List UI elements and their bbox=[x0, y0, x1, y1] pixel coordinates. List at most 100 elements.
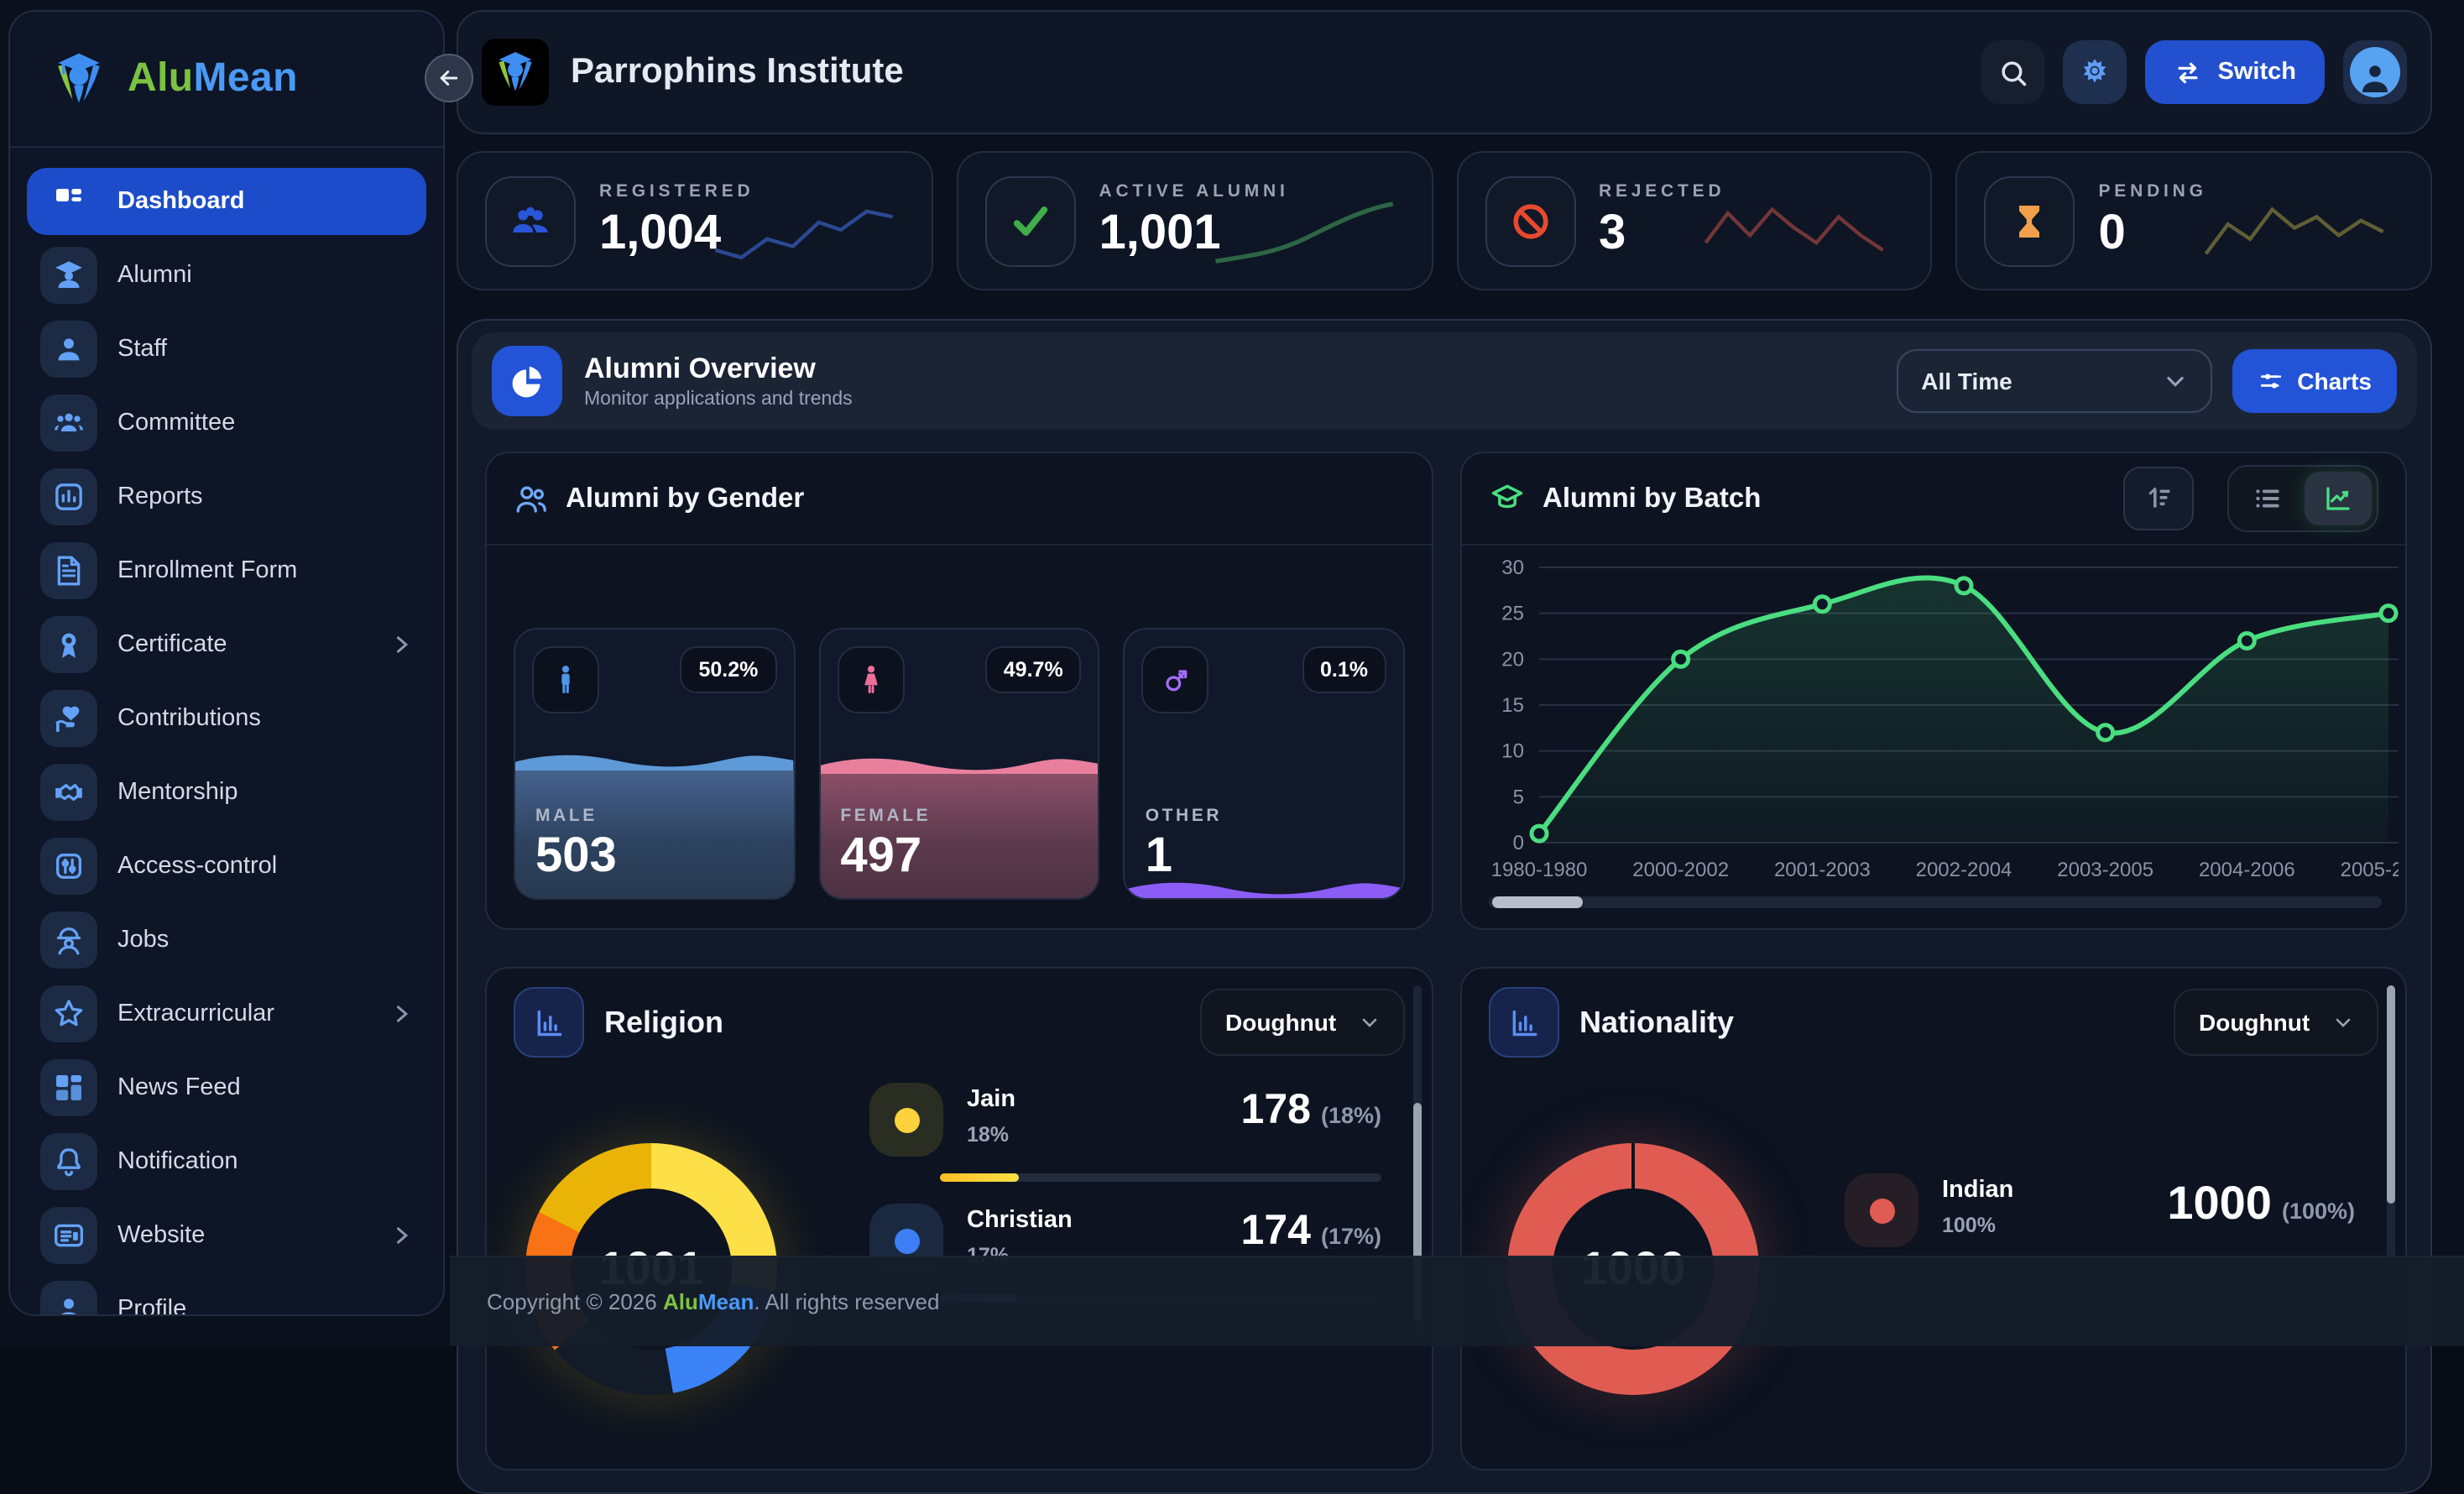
bar-chart-icon bbox=[514, 987, 584, 1058]
enrollment-form-icon bbox=[40, 542, 97, 599]
stat-label: ACTIVE ALUMNI bbox=[1099, 180, 1289, 201]
institute-logo-icon bbox=[499, 52, 532, 91]
sort-button[interactable] bbox=[2123, 467, 2194, 530]
sidebar-item-reports[interactable]: Reports bbox=[27, 463, 426, 530]
sidebar-item-label: Alumni bbox=[117, 262, 192, 289]
gender-value: 1 bbox=[1145, 829, 1172, 883]
sidebar-item-news-feed[interactable]: News Feed bbox=[27, 1054, 426, 1121]
switch-button[interactable]: Switch bbox=[2145, 40, 2325, 104]
religion-legend-scrollbar-thumb[interactable] bbox=[1413, 1103, 1422, 1321]
sidebar-item-committee[interactable]: Committee bbox=[27, 389, 426, 457]
theme-settings-button[interactable] bbox=[2063, 40, 2127, 104]
legend-name: Christian bbox=[967, 1207, 1073, 1234]
batch-chart-scrollbar bbox=[1489, 896, 2382, 908]
stat-card-active-alumni[interactable]: ACTIVE ALUMNI 1,001 bbox=[956, 151, 1433, 290]
nationality-chart-type-value: Doughnut bbox=[2199, 1009, 2310, 1036]
sidebar-item-extracurricular[interactable]: Extracurricular bbox=[27, 980, 426, 1047]
charts-button[interactable]: Charts bbox=[2232, 349, 2397, 413]
check-icon bbox=[984, 175, 1076, 266]
gender-card-other[interactable]: 0.1% OTHER 1 bbox=[1123, 628, 1406, 900]
bar-chart-icon bbox=[1489, 987, 1559, 1058]
legend-value-percent: (17%) bbox=[1320, 1224, 1381, 1249]
chevron-right-icon bbox=[396, 636, 409, 653]
stat-value: 0 bbox=[2098, 206, 2126, 259]
gender-card-female[interactable]: 49.7% FEMALE 497 bbox=[818, 628, 1100, 900]
sidebar-item-certificate[interactable]: Certificate bbox=[27, 611, 426, 678]
chart-view-button[interactable] bbox=[2305, 472, 2372, 525]
sidebar-item-label: News Feed bbox=[117, 1074, 241, 1101]
app-name: AluMean bbox=[128, 55, 298, 101]
sidebar-item-label: Jobs bbox=[117, 927, 170, 953]
nationality-legend-scrollbar-thumb[interactable] bbox=[2387, 985, 2395, 1204]
sidebar-item-jobs[interactable]: Jobs bbox=[27, 906, 426, 974]
pending-sparkline bbox=[2204, 206, 2384, 255]
legend-value-percent: (100%) bbox=[2281, 1199, 2355, 1224]
certificate-icon bbox=[40, 616, 97, 673]
batch-panel-title: Alumni by Batch bbox=[1543, 483, 1762, 513]
contributions-icon bbox=[40, 690, 97, 747]
user-avatar-button[interactable] bbox=[2343, 40, 2407, 104]
sidebar-item-label: Website bbox=[117, 1222, 206, 1249]
legend-percent: 100% bbox=[1942, 1214, 1996, 1237]
alumni-overview-section: Alumni Overview Monitor applications and… bbox=[457, 319, 2432, 1494]
stat-label: REGISTERED bbox=[599, 180, 754, 201]
other-fill bbox=[1125, 878, 1404, 898]
stat-card-rejected[interactable]: REJECTED 3 bbox=[1456, 151, 1933, 290]
sort-icon bbox=[2148, 487, 2170, 508]
sidebar-item-profile[interactable]: Profile bbox=[27, 1276, 426, 1314]
batch-panel: Alumni by Batch bbox=[1460, 452, 2407, 930]
religion-legend: Jain 18% 178(18%) Christian 17% 174(17%) bbox=[869, 1079, 1402, 1311]
stat-card-pending[interactable]: PENDING 0 bbox=[1955, 151, 2432, 290]
sidebar-item-access-control[interactable]: Access-control bbox=[27, 833, 426, 900]
religion-legend-scrollbar bbox=[1413, 985, 1422, 1338]
committee-icon bbox=[40, 394, 97, 452]
svg-text:2002-2004: 2002-2004 bbox=[1916, 859, 2012, 881]
sidebar-item-staff[interactable]: Staff bbox=[27, 316, 426, 383]
nationality-legend-scrollbar bbox=[2387, 985, 2395, 1338]
stat-card-registered[interactable]: REGISTERED 1,004 bbox=[457, 151, 933, 290]
sidebar-item-label: Enrollment Form bbox=[117, 557, 298, 584]
list-view-button[interactable] bbox=[2234, 472, 2301, 525]
religion-chart-type-select[interactable]: Doughnut bbox=[1200, 989, 1405, 1056]
time-filter-select[interactable]: All Time bbox=[1896, 349, 2212, 413]
sidebar-item-website[interactable]: Website bbox=[27, 1202, 426, 1269]
prohibition-icon bbox=[1485, 175, 1575, 266]
legend-name: Indian bbox=[1942, 1177, 2014, 1204]
nationality-panel-title: Nationality bbox=[1579, 1005, 1735, 1038]
nationality-chart-type-select[interactable]: Doughnut bbox=[2174, 989, 2378, 1056]
legend-row-indian[interactable]: Indian 100% 1000 (100%) bbox=[1845, 1170, 2375, 1281]
sidebar-item-contributions[interactable]: Contributions bbox=[27, 685, 426, 752]
batch-chart-scrollbar-thumb[interactable] bbox=[1492, 896, 1583, 908]
sidebar-item-label: Reports bbox=[117, 483, 203, 510]
sidebar-item-notification[interactable]: Notification bbox=[27, 1128, 426, 1195]
profile-icon bbox=[40, 1281, 97, 1314]
svg-text:30: 30 bbox=[1501, 556, 1524, 579]
batch-line-chart: 0 5 10 15 20 25 30 1980-1980 2000-2002 2001-2003 2… bbox=[1491, 556, 2399, 881]
star-icon bbox=[40, 985, 97, 1042]
female-fill bbox=[820, 754, 1099, 898]
gender-card-male[interactable]: 50.2% MALE 503 bbox=[514, 628, 796, 900]
sidebar-item-dashboard[interactable]: Dashboard bbox=[27, 168, 426, 235]
sidebar-item-mentorship[interactable]: Mentorship bbox=[27, 759, 426, 826]
legend-row-jain[interactable]: Jain 18% 178 (18%) bbox=[869, 1079, 1402, 1190]
sidebar-item-label: Dashboard bbox=[117, 188, 245, 215]
svg-text:0: 0 bbox=[1513, 832, 1524, 854]
jain-progress-fill bbox=[940, 1173, 1020, 1182]
legend-value: 174 bbox=[1240, 1207, 1311, 1254]
top-header: Parrophins Institute Switch bbox=[457, 10, 2432, 134]
stat-value: 1,001 bbox=[1099, 206, 1221, 259]
time-filter-value: All Time bbox=[1921, 368, 2012, 394]
batch-chart-area: 0 5 10 15 20 25 30 1980-1980 2000-2002 2001-2003 2… bbox=[1472, 551, 2399, 886]
legend-value-percent: (18%) bbox=[1320, 1103, 1381, 1128]
sidebar-item-enrollment-form[interactable]: Enrollment Form bbox=[27, 537, 426, 604]
chevron-down-icon bbox=[1362, 1018, 1377, 1027]
sidebar-item-alumni[interactable]: Alumni bbox=[27, 242, 426, 309]
gender-label: MALE bbox=[535, 806, 598, 826]
search-button[interactable] bbox=[1981, 40, 2045, 104]
svg-text:10: 10 bbox=[1501, 740, 1524, 763]
sidebar-menu: Dashboard Alumni Staff Committee Reports… bbox=[10, 148, 443, 1314]
svg-text:2005-2007: 2005-2007 bbox=[2341, 859, 2399, 881]
copyright-text: Copyright © 2026 AluMean. All rights res… bbox=[487, 1289, 940, 1314]
switch-button-label: Switch bbox=[2217, 59, 2296, 86]
sidebar-collapse-button[interactable] bbox=[425, 54, 473, 102]
